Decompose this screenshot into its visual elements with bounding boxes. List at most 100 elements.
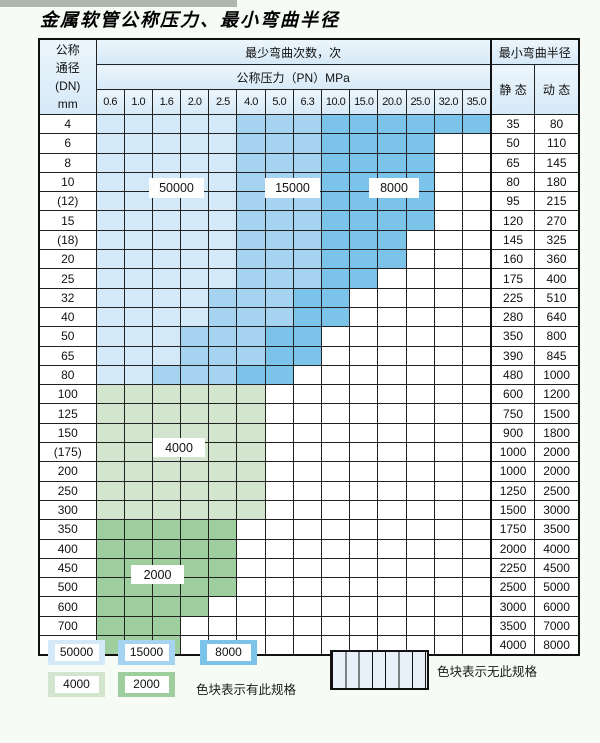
static-radius-cell: 2250 bbox=[489, 557, 536, 579]
grid-cell bbox=[208, 615, 238, 637]
grid-cell bbox=[180, 229, 210, 251]
dn-cell: (12) bbox=[38, 191, 97, 212]
grid-cell bbox=[151, 229, 182, 251]
grid-cell bbox=[320, 345, 351, 366]
static-header: 静 态 bbox=[489, 64, 536, 115]
static-radius-cell: 2000 bbox=[489, 538, 536, 559]
grid-cell bbox=[123, 191, 153, 212]
grid-cell bbox=[151, 615, 182, 637]
dynamic-radius-cell: 2500 bbox=[534, 480, 580, 501]
grid-cell bbox=[433, 171, 463, 193]
grid-cell bbox=[320, 287, 351, 308]
grid-cell bbox=[377, 442, 407, 463]
grid-cell bbox=[292, 635, 323, 656]
grid-cell bbox=[461, 113, 492, 135]
grid-cell bbox=[349, 364, 379, 386]
grid-cell bbox=[123, 306, 153, 328]
grid-cell bbox=[377, 422, 407, 444]
grid-cell bbox=[433, 364, 463, 386]
grid-cell bbox=[377, 461, 407, 482]
grid-cell bbox=[377, 287, 407, 308]
grid-cell bbox=[236, 480, 266, 501]
grid-cell bbox=[349, 557, 379, 579]
grid-cell bbox=[349, 326, 379, 347]
static-radius-cell: 1750 bbox=[489, 519, 536, 540]
grid-cell bbox=[433, 519, 463, 540]
grid-cell bbox=[151, 538, 182, 559]
table-row: 450 2250 4500 bbox=[38, 557, 580, 579]
grid-cell bbox=[208, 538, 238, 559]
grid-cell bbox=[405, 480, 435, 501]
table-row: 300 1500 3000 bbox=[38, 499, 580, 521]
dn-cell: 4 bbox=[38, 113, 97, 135]
grid-cell bbox=[151, 113, 182, 135]
dn-cell: 250 bbox=[38, 480, 97, 501]
grid-cell bbox=[151, 384, 182, 405]
grid-cell bbox=[377, 384, 407, 405]
dn-cell: 600 bbox=[38, 596, 97, 617]
grid-cell bbox=[461, 422, 492, 444]
grid-cell bbox=[377, 577, 407, 598]
grid-cell bbox=[180, 287, 210, 308]
grid-cell bbox=[264, 210, 294, 231]
grid-cell bbox=[405, 557, 435, 579]
table-row: 80 480 1000 bbox=[38, 364, 580, 386]
grid-cell bbox=[320, 596, 351, 617]
grid-cell bbox=[236, 152, 266, 173]
grid-cell bbox=[405, 268, 435, 289]
dynamic-radius-cell: 1000 bbox=[534, 364, 580, 386]
static-radius-cell: 1000 bbox=[489, 442, 536, 463]
dn-cell: (175) bbox=[38, 442, 97, 463]
grid-cell bbox=[208, 422, 238, 444]
grid-cell bbox=[236, 577, 266, 598]
table-row: 6 50 110 bbox=[38, 133, 580, 154]
static-radius-cell: 3000 bbox=[489, 596, 536, 617]
grid-cell bbox=[292, 306, 323, 328]
grid-cell bbox=[95, 210, 125, 231]
grid-cell bbox=[433, 577, 463, 598]
grid-cell bbox=[405, 615, 435, 637]
grid-cell bbox=[151, 499, 182, 521]
grid-cell bbox=[377, 326, 407, 347]
grid-cell bbox=[264, 596, 294, 617]
pressure-value-header: 25.0 bbox=[405, 89, 435, 115]
grid-cell bbox=[208, 249, 238, 270]
grid-cell bbox=[180, 210, 210, 231]
static-radius-cell: 600 bbox=[489, 384, 536, 405]
grid-cell bbox=[208, 364, 238, 386]
grid-cell bbox=[264, 461, 294, 482]
dynamic-radius-cell: 3000 bbox=[534, 499, 580, 521]
static-radius-cell: 750 bbox=[489, 403, 536, 424]
legend-label: 4000 bbox=[54, 676, 99, 693]
grid-cell bbox=[405, 499, 435, 521]
grid-cell bbox=[405, 364, 435, 386]
grid-cell bbox=[151, 326, 182, 347]
legend-no-spec-swatch bbox=[330, 650, 429, 690]
grid-cell bbox=[264, 422, 294, 444]
grid-cell bbox=[349, 249, 379, 270]
pressure-header: 公称压力（PN）MPa bbox=[95, 64, 492, 90]
grid-cell bbox=[292, 461, 323, 482]
dn-header-line: 公称 bbox=[55, 43, 80, 57]
grid-cell bbox=[236, 306, 266, 328]
min-radius-header: 最小弯曲半径 bbox=[489, 38, 580, 65]
grid-cell bbox=[292, 577, 323, 598]
dynamic-radius-cell: 325 bbox=[534, 229, 580, 251]
grid-cell bbox=[292, 615, 323, 637]
grid-cell bbox=[208, 113, 238, 135]
grid-cell bbox=[123, 152, 153, 173]
grid-cell bbox=[292, 229, 323, 251]
grid-cell bbox=[461, 615, 492, 637]
grid-cell bbox=[208, 499, 238, 521]
table-row: 100 600 1200 bbox=[38, 384, 580, 405]
grid-cell bbox=[377, 403, 407, 424]
grid-cell bbox=[264, 133, 294, 154]
grid-cell bbox=[461, 249, 492, 270]
grid-cell bbox=[405, 384, 435, 405]
static-radius-cell: 160 bbox=[489, 249, 536, 270]
table-row: (175) 1000 2000 bbox=[38, 442, 580, 463]
grid-cell bbox=[433, 422, 463, 444]
pressure-value-header: 1.6 bbox=[151, 89, 182, 115]
grid-cell bbox=[264, 635, 294, 656]
